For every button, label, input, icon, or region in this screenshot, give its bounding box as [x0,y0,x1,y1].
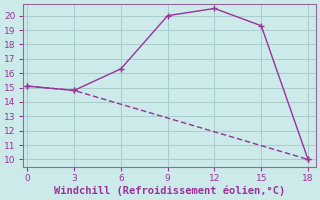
X-axis label: Windchill (Refroidissement éolien,°C): Windchill (Refroidissement éolien,°C) [53,185,285,196]
